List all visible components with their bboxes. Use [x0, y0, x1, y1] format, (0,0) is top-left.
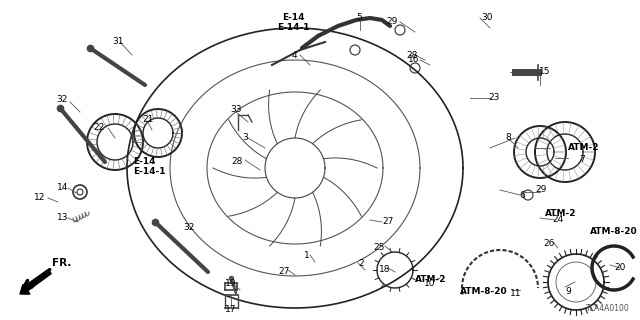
Text: 15: 15 [539, 68, 550, 76]
Text: 28: 28 [406, 51, 417, 60]
Text: 23: 23 [488, 93, 499, 102]
Text: 16: 16 [408, 55, 419, 65]
Text: 14: 14 [56, 183, 68, 193]
Text: 20: 20 [614, 263, 625, 273]
Text: E-14: E-14 [282, 13, 304, 22]
Text: 32: 32 [56, 95, 68, 105]
Text: 18: 18 [378, 266, 390, 275]
Text: ATM-2: ATM-2 [415, 276, 447, 284]
Text: 24: 24 [552, 215, 563, 225]
Text: 30: 30 [481, 13, 493, 22]
Text: 7: 7 [579, 156, 585, 164]
Text: 5: 5 [356, 13, 362, 22]
Text: E-14-1: E-14-1 [133, 167, 166, 177]
Text: ATM-2: ATM-2 [568, 143, 600, 153]
Text: E-14: E-14 [133, 157, 156, 166]
Text: FR.: FR. [52, 258, 72, 268]
Text: 29: 29 [535, 186, 547, 195]
Text: 3: 3 [243, 133, 248, 142]
Text: E-14-1: E-14-1 [276, 23, 309, 33]
Text: 31: 31 [112, 37, 124, 46]
Text: 32: 32 [184, 223, 195, 233]
Text: 1: 1 [304, 251, 310, 260]
Text: 25: 25 [374, 244, 385, 252]
Text: 4: 4 [291, 51, 297, 60]
Text: 13: 13 [56, 213, 68, 222]
Text: 9: 9 [565, 286, 571, 295]
Text: ATM-2: ATM-2 [545, 210, 577, 219]
Text: 8: 8 [505, 133, 511, 142]
Text: 19: 19 [225, 279, 237, 289]
Text: 27: 27 [278, 268, 290, 276]
Text: 26: 26 [543, 239, 555, 249]
Text: 12: 12 [34, 194, 45, 203]
Text: TLA4A0100: TLA4A0100 [586, 304, 630, 313]
Text: ATM-8-20: ATM-8-20 [590, 228, 637, 236]
Text: 17: 17 [225, 306, 237, 315]
Text: 21: 21 [142, 116, 154, 124]
Text: 2: 2 [358, 259, 364, 268]
Text: 10: 10 [424, 278, 435, 287]
Text: ATM-8-20: ATM-8-20 [460, 287, 508, 297]
Text: 22: 22 [93, 124, 105, 132]
Text: 33: 33 [230, 106, 242, 115]
Text: 6: 6 [519, 191, 525, 201]
FancyArrow shape [20, 270, 51, 294]
Text: 11: 11 [510, 290, 522, 299]
Text: 27: 27 [382, 218, 394, 227]
Text: 29: 29 [387, 18, 398, 27]
Text: 28: 28 [232, 157, 243, 166]
